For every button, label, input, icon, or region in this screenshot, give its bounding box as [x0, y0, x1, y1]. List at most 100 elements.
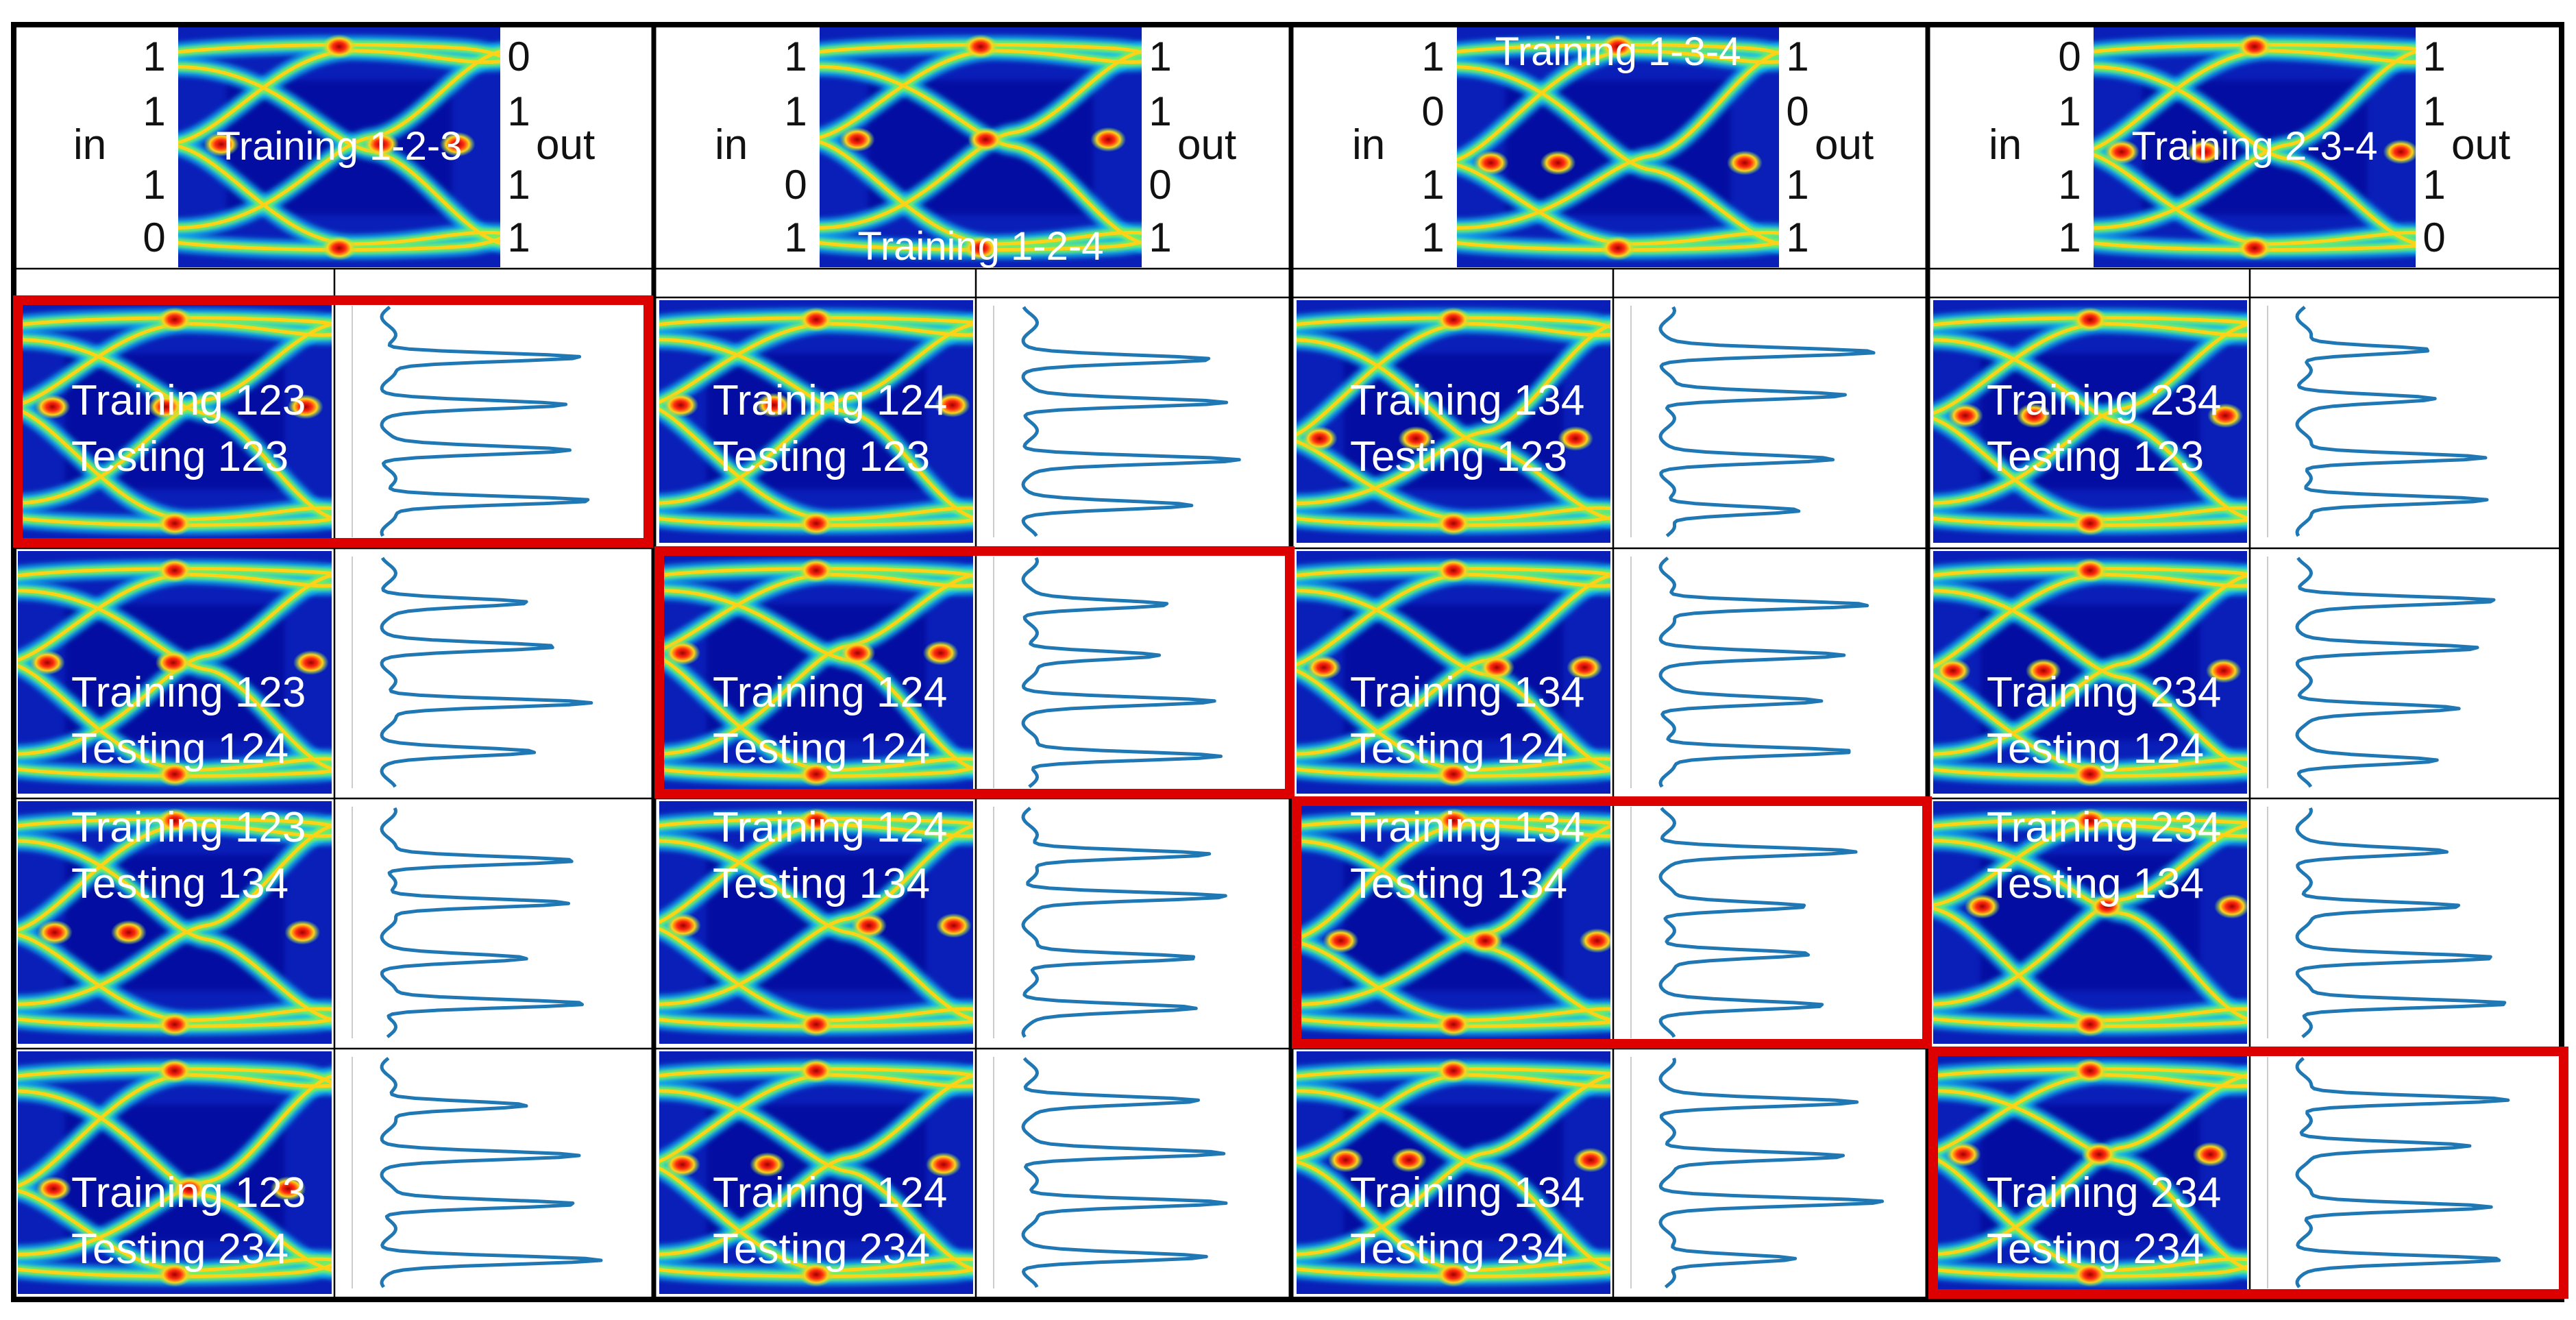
cell-eye-diagram: [1297, 801, 1610, 1044]
output-bit: 0: [2422, 215, 2446, 260]
cell-eye-diagram: [659, 551, 973, 794]
cell-profile-plot: [1616, 1051, 1928, 1294]
input-bit: 1: [2058, 162, 2081, 208]
highlight-frame: [1292, 796, 1932, 1049]
input-bit: 1: [2058, 88, 2081, 134]
input-bit: 1: [784, 215, 807, 260]
cell-eye-diagram: [659, 300, 973, 543]
cell-training-label: Training 134: [1350, 804, 1585, 851]
cell-training-label: Training 234: [1987, 1169, 2222, 1217]
input-bit: 1: [143, 34, 166, 80]
cell-training-label: Training 123: [71, 804, 306, 851]
cell-eye-diagram: [1297, 1051, 1610, 1294]
cell-profile-plot: [2253, 1051, 2565, 1294]
output-label: out: [2451, 121, 2511, 169]
output-bit: 1: [1149, 215, 1172, 260]
cell-profile-plot: [337, 801, 650, 1044]
input-bit: 1: [143, 162, 166, 208]
input-bit: 0: [1421, 88, 1445, 134]
output-label: out: [1177, 121, 1237, 169]
cell-testing-label: Testing 234: [713, 1225, 931, 1273]
cell-profile-plot: [1616, 551, 1928, 794]
cell-eye-diagram: [18, 801, 332, 1044]
cell-testing-label: Testing 134: [1987, 860, 2205, 907]
cell-profile-plot: [979, 551, 1291, 794]
output-bit: 0: [1786, 88, 1809, 134]
output-bit: 1: [2422, 88, 2446, 134]
cell-testing-label: Testing 123: [71, 433, 289, 480]
cell-profile-plot: [337, 300, 650, 543]
cell-training-label: Training 123: [71, 377, 306, 424]
cell-training-label: Training 134: [1350, 669, 1585, 716]
input-label: in: [1352, 121, 1386, 169]
output-bit: 1: [507, 162, 530, 208]
output-bit: 1: [2422, 34, 2446, 80]
cell-eye-diagram: [1933, 1051, 2247, 1294]
highlight-frame: [654, 546, 1295, 798]
cell-testing-label: Testing 124: [1987, 725, 2205, 772]
cell-training-label: Training 234: [1987, 377, 2222, 424]
input-bit: 1: [1421, 34, 1445, 80]
output-bit: 1: [507, 88, 530, 134]
input-bit: 0: [143, 215, 166, 260]
cell-training-label: Training 234: [1987, 669, 2222, 716]
header-eye-diagram-1: [178, 27, 500, 267]
cell-testing-label: Testing 234: [71, 1225, 289, 1273]
cell-training-label: Training 124: [713, 804, 948, 851]
output-bit: 1: [507, 215, 530, 260]
cell-profile-plot: [1616, 300, 1928, 543]
cell-testing-label: Testing 124: [1350, 725, 1568, 772]
output-bit: 1: [1786, 162, 1809, 208]
cell-profile-plot: [337, 1051, 650, 1294]
cell-training-label: Training 124: [713, 377, 948, 424]
cell-eye-diagram: [1297, 300, 1610, 543]
cell-eye-diagram: [1297, 551, 1610, 794]
cell-testing-label: Testing 124: [713, 725, 931, 772]
output-bit: 0: [507, 34, 530, 80]
input-bit: 1: [1421, 162, 1445, 208]
outer-border: [11, 22, 2564, 1302]
cell-profile-plot: [2253, 300, 2565, 543]
cell-testing-label: Testing 123: [1350, 433, 1568, 480]
input-bit: 1: [143, 88, 166, 134]
cell-profile-plot: [979, 1051, 1291, 1294]
cell-profile-plot: [337, 551, 650, 794]
cell-testing-label: Testing 134: [1350, 860, 1568, 907]
header-training-label: Training 1-3-4: [1495, 29, 1741, 74]
cell-eye-diagram: [18, 551, 332, 794]
cell-testing-label: Testing 124: [71, 725, 289, 772]
input-bit: 1: [784, 34, 807, 80]
cell-testing-label: Testing 123: [713, 433, 931, 480]
cell-profile-plot: [1616, 801, 1928, 1044]
input-bit: 0: [784, 162, 807, 208]
cell-training-label: Training 234: [1987, 804, 2222, 851]
output-bit: 1: [2422, 162, 2446, 208]
highlight-frame: [1928, 1047, 2568, 1299]
input-label: in: [1989, 121, 2022, 169]
output-label: out: [536, 121, 596, 169]
cell-eye-diagram: [1933, 300, 2247, 543]
cell-eye-diagram: [1933, 801, 2247, 1044]
cell-training-label: Training 123: [71, 669, 306, 716]
cell-testing-label: Testing 134: [71, 860, 289, 907]
output-bit: 1: [1149, 88, 1172, 134]
cell-training-label: Training 124: [713, 1169, 948, 1217]
cell-testing-label: Testing 134: [713, 860, 931, 907]
cell-eye-diagram: [18, 300, 332, 543]
input-label: in: [73, 121, 107, 169]
output-bit: 1: [1786, 34, 1809, 80]
cell-profile-plot: [2253, 801, 2565, 1044]
cell-profile-plot: [979, 801, 1291, 1044]
cell-profile-plot: [979, 300, 1291, 543]
highlight-frame: [13, 295, 653, 548]
output-bit: 1: [1149, 34, 1172, 80]
input-bit: 1: [2058, 215, 2081, 260]
header-eye-diagram-3: [1457, 27, 1779, 267]
input-bit: 1: [1421, 215, 1445, 260]
header-eye-diagram-4: [2094, 27, 2416, 267]
cell-testing-label: Testing 234: [1350, 1225, 1568, 1273]
cell-testing-label: Testing 123: [1987, 433, 2205, 480]
cell-training-label: Training 123: [71, 1169, 306, 1217]
cell-eye-diagram: [659, 1051, 973, 1294]
header-training-label: Training 1-2-4: [857, 224, 1104, 269]
